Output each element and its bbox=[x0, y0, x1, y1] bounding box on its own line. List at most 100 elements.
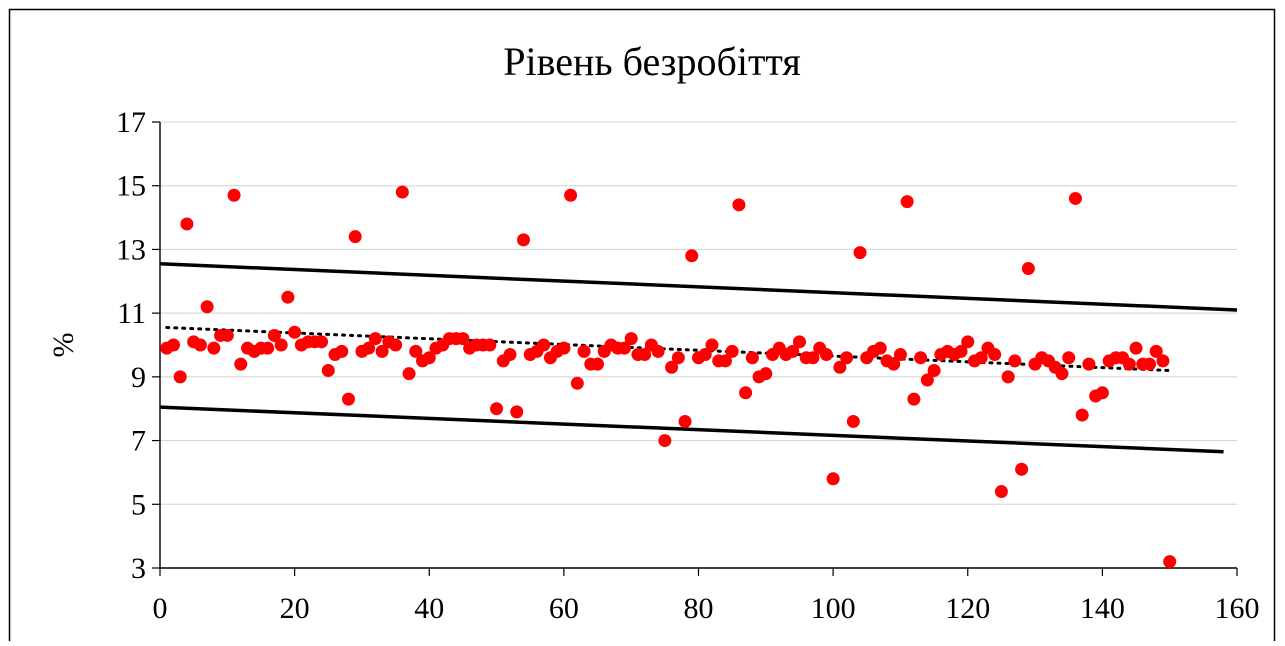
data-point bbox=[564, 188, 578, 202]
data-point bbox=[1008, 354, 1022, 368]
data-point bbox=[368, 332, 382, 346]
lower-band-line bbox=[159, 405, 1224, 454]
data-point bbox=[234, 357, 248, 371]
data-point bbox=[624, 332, 638, 346]
data-point bbox=[537, 338, 551, 352]
x-tick-label: 0 bbox=[153, 592, 168, 625]
data-point bbox=[1163, 555, 1177, 569]
y-tick-label: 7 bbox=[131, 425, 146, 458]
data-point bbox=[732, 198, 746, 212]
data-point bbox=[402, 367, 416, 381]
data-point bbox=[873, 341, 887, 355]
data-point bbox=[321, 363, 335, 377]
data-point bbox=[617, 341, 631, 355]
data-point bbox=[389, 338, 403, 352]
data-point bbox=[1142, 357, 1156, 371]
data-point bbox=[220, 328, 234, 342]
data-point bbox=[658, 434, 672, 448]
x-tick-label: 80 bbox=[684, 592, 714, 625]
data-point bbox=[907, 392, 921, 406]
data-point bbox=[1021, 262, 1035, 276]
data-point bbox=[705, 338, 719, 352]
y-axis-label: % bbox=[47, 333, 80, 358]
y-tick-label: 11 bbox=[117, 297, 146, 330]
data-point bbox=[920, 373, 934, 387]
data-point bbox=[274, 338, 288, 352]
axis-layer: 3 5 7 9 11 13 15 17 0 20 40 60 80 100 120 140 160 bbox=[116, 106, 1260, 625]
data-point bbox=[409, 344, 423, 358]
data-point bbox=[739, 386, 753, 400]
data-point bbox=[490, 402, 504, 416]
data-point bbox=[362, 341, 376, 355]
data-point bbox=[166, 338, 180, 352]
data-point bbox=[1129, 341, 1143, 355]
data-point bbox=[685, 249, 699, 263]
trend-line bbox=[165, 325, 1172, 372]
data-point bbox=[954, 344, 968, 358]
x-tick-label: 100 bbox=[811, 592, 856, 625]
data-point bbox=[759, 367, 773, 381]
data-point bbox=[698, 348, 712, 362]
upper-band-line bbox=[159, 262, 1238, 312]
data-point bbox=[840, 351, 854, 365]
data-point bbox=[207, 341, 221, 355]
prediction-bands bbox=[159, 262, 1238, 454]
data-point bbox=[570, 376, 584, 390]
data-point bbox=[375, 344, 389, 358]
y-tick-label: 3 bbox=[131, 552, 146, 585]
data-point bbox=[1122, 357, 1136, 371]
data-point bbox=[974, 351, 988, 365]
data-point bbox=[994, 485, 1008, 499]
data-point bbox=[927, 363, 941, 377]
data-point bbox=[281, 290, 295, 304]
data-point bbox=[227, 188, 241, 202]
data-point bbox=[1055, 367, 1069, 381]
data-point bbox=[745, 351, 759, 365]
data-point bbox=[651, 344, 665, 358]
data-point bbox=[819, 348, 833, 362]
data-point bbox=[725, 344, 739, 358]
grid-layer bbox=[160, 121, 1237, 505]
data-point bbox=[806, 351, 820, 365]
data-point bbox=[900, 195, 914, 209]
data-points-layer bbox=[160, 185, 1177, 569]
data-point bbox=[193, 338, 207, 352]
data-point bbox=[422, 351, 436, 365]
x-tick-label: 20 bbox=[280, 592, 310, 625]
data-point bbox=[718, 354, 732, 368]
data-point bbox=[988, 348, 1002, 362]
data-point bbox=[826, 472, 840, 486]
y-tick-label: 17 bbox=[116, 106, 146, 139]
data-point bbox=[833, 360, 847, 374]
x-tick-label: 160 bbox=[1215, 592, 1260, 625]
data-point bbox=[456, 332, 470, 346]
data-point bbox=[846, 414, 860, 428]
data-point bbox=[914, 351, 928, 365]
data-point bbox=[1082, 357, 1096, 371]
x-tick-label: 60 bbox=[549, 592, 579, 625]
data-point bbox=[483, 338, 497, 352]
data-point bbox=[516, 233, 530, 247]
data-point bbox=[341, 392, 355, 406]
data-point bbox=[557, 341, 571, 355]
data-point bbox=[638, 348, 652, 362]
trend-layer bbox=[165, 325, 1172, 372]
data-point bbox=[1015, 462, 1029, 476]
data-point bbox=[315, 335, 329, 349]
data-point bbox=[591, 357, 605, 371]
x-tick-label: 140 bbox=[1080, 592, 1125, 625]
y-tick-label: 5 bbox=[131, 488, 146, 521]
data-point bbox=[1095, 386, 1109, 400]
chart-title: Рівень безробіття bbox=[503, 39, 801, 84]
data-point bbox=[786, 344, 800, 358]
data-point bbox=[180, 217, 194, 231]
chart-border bbox=[8, 8, 1276, 646]
data-point bbox=[503, 348, 517, 362]
data-point bbox=[853, 246, 867, 260]
data-point bbox=[395, 185, 409, 199]
data-point bbox=[665, 360, 679, 374]
data-point bbox=[1156, 354, 1170, 368]
data-point bbox=[510, 405, 524, 419]
